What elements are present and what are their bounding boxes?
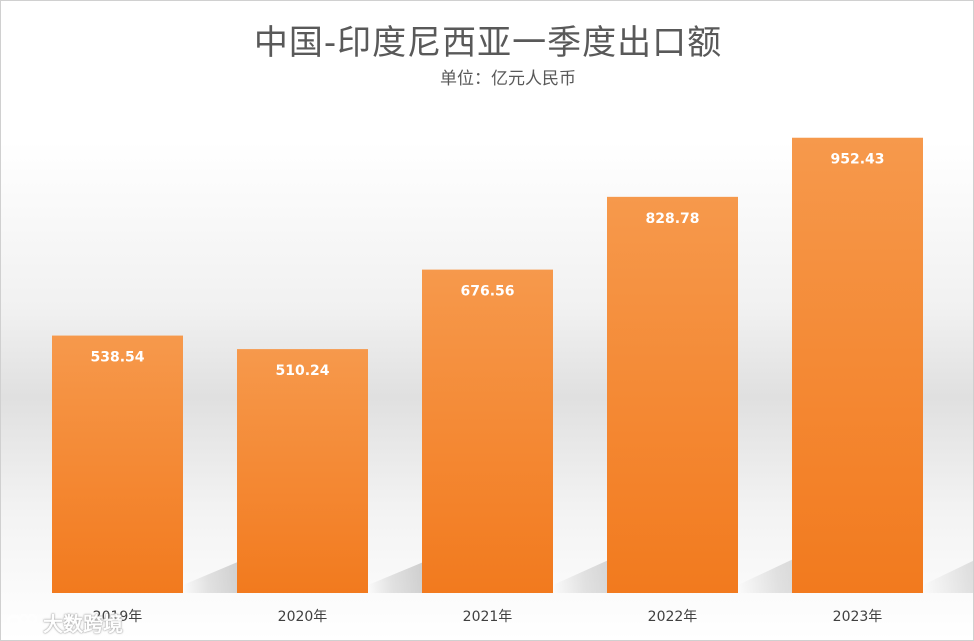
category-label: 2021年 (463, 609, 513, 625)
value-label: 952.43 (830, 152, 884, 168)
bar-2020年 (237, 349, 368, 593)
bar-shadow (923, 560, 973, 593)
bar-2022年 (607, 196, 738, 594)
chart-subtitle: 单位：亿元人民币 (440, 69, 576, 89)
bar-2023年 (792, 137, 923, 593)
bar-shadow (368, 562, 429, 593)
category-label: 2019年 (93, 609, 143, 625)
bar-2019年 (52, 335, 183, 593)
category-label: 2020年 (278, 609, 328, 625)
category-labels: 2019年 2020年 2021年 2022年 2023年 (93, 609, 883, 625)
bars (52, 137, 923, 594)
watermark-text: 大数跨境 (43, 611, 123, 636)
bar-shadow (183, 560, 247, 593)
watermark: 大数跨境 (7, 605, 123, 639)
chart-title: 中国-印度尼西亚一季度出口额 (253, 23, 723, 63)
bar-2021年 (422, 269, 553, 593)
value-label: 676.56 (460, 284, 514, 300)
value-labels: 538.54 510.24 676.56 828.78 952.43 (90, 152, 884, 379)
category-label: 2023年 (833, 609, 883, 625)
value-label: 538.54 (90, 350, 144, 366)
value-label: 828.78 (645, 211, 699, 227)
logo-icon (7, 614, 37, 630)
value-label: 510.24 (275, 363, 329, 379)
category-label: 2022年 (648, 609, 698, 625)
